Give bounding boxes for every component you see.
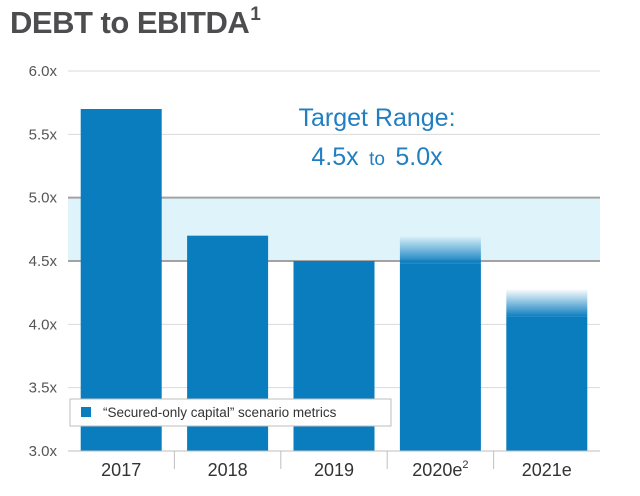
legend-label: “Secured-only capital” scenario metrics <box>103 405 337 420</box>
bar <box>506 316 588 451</box>
x-tick-label: 2021e <box>522 460 572 480</box>
y-tick-label: 5.5x <box>29 126 58 143</box>
x-tick-label: 2017 <box>101 460 141 480</box>
y-tick-label: 4.5x <box>29 253 58 270</box>
x-tick-label: 2020e2 <box>412 459 468 480</box>
x-tick-label: 2018 <box>208 460 248 480</box>
bar <box>399 263 481 451</box>
legend: “Secured-only capital” scenario metrics <box>69 398 392 427</box>
x-tick-label: 2019 <box>314 460 354 480</box>
annotation-range: 4.5x to 5.0x <box>311 143 443 171</box>
bar-fade <box>399 235 481 264</box>
x-tick-footnote: 2 <box>462 459 468 471</box>
y-tick-label: 4.0x <box>29 316 58 333</box>
annotation-high: 5.0x <box>395 143 443 171</box>
axes: 3.0x 3.5x 4.0x 4.5x 5.0x 5.5x 6.0x 2017 2018 2019… <box>29 63 600 480</box>
y-tick-label: 5.0x <box>29 190 58 207</box>
y-tick-label: 6.0x <box>29 63 58 80</box>
annotation-low: 4.5x <box>311 143 359 171</box>
annotation-title: Target Range: <box>298 104 455 132</box>
title-text: DEBT to EBITDA <box>10 5 250 40</box>
target-annotation: Target Range: 4.5x to 5.0x <box>298 104 455 171</box>
y-tick-label: 3.5x <box>29 380 58 397</box>
y-tick-label: 3.0x <box>29 443 58 460</box>
legend-box <box>69 398 392 427</box>
bar <box>80 109 162 451</box>
annotation-sep: to <box>369 149 385 170</box>
legend-swatch <box>81 407 91 417</box>
title-footnote: 1 <box>250 4 261 25</box>
page-title: DEBT to EBITDA1 <box>10 4 261 41</box>
bar-fade <box>506 288 588 317</box>
